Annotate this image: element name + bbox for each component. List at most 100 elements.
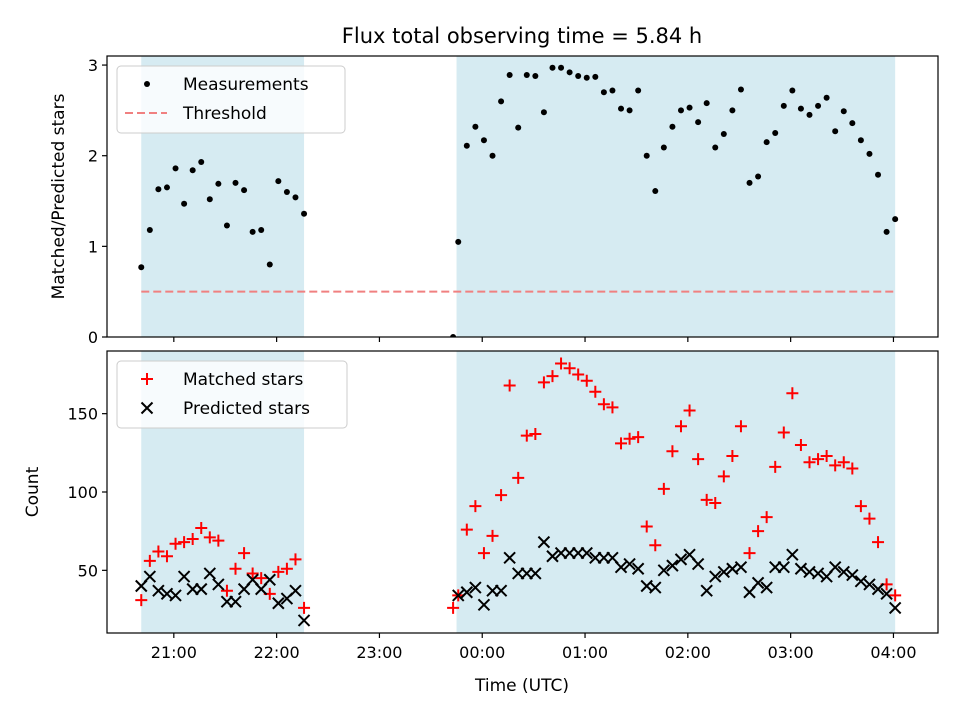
y-axis-label: Count	[23, 466, 43, 517]
matched-star-point	[143, 554, 156, 567]
matched-star-point	[503, 379, 516, 392]
matched-star-point	[837, 456, 850, 469]
predicted-star-point	[888, 601, 902, 615]
predicted-star-point	[177, 570, 191, 583]
predicted-star-point	[537, 535, 551, 549]
matched-star-point	[529, 428, 542, 441]
bottom-panel: 50 100 150 21:00 22:00 23:00 00:00 01:00 02:00 03…	[23, 350, 939, 662]
matched-star-point	[272, 565, 285, 578]
measurement-point	[498, 98, 505, 105]
measurement-point	[669, 123, 676, 130]
predicted-star-point	[263, 573, 276, 586]
measurement-point	[618, 105, 625, 112]
measurement-point	[301, 210, 308, 217]
matched-star-point	[477, 547, 490, 560]
predicted-star-point	[546, 550, 559, 563]
predicted-star-point	[623, 557, 636, 571]
matched-star-point	[786, 387, 799, 400]
predicted-star-point	[871, 582, 885, 596]
predicted-star-point	[717, 565, 731, 579]
matched-star-point	[632, 431, 645, 444]
matched-star-point	[769, 460, 782, 473]
predicted-star-point	[460, 586, 474, 599]
measurement-point	[600, 89, 607, 96]
matched-star-point	[846, 462, 859, 475]
x-tick-label: 23:00	[356, 643, 402, 662]
measurement-point	[515, 124, 522, 131]
measurement-point	[215, 180, 222, 187]
x-tick-label: 22:00	[254, 643, 300, 662]
measurement-point	[292, 194, 299, 201]
measurement-point	[532, 72, 539, 79]
y-axis-label: Matched/Predicted stars	[49, 93, 69, 299]
matched-star-point	[812, 453, 825, 466]
measurement-point	[455, 238, 462, 245]
predicted-star-point	[880, 587, 893, 601]
measurement-point	[523, 72, 530, 79]
measurement-point	[575, 72, 582, 79]
matched-star-point	[752, 525, 765, 538]
measurement-point	[189, 167, 196, 174]
measurement-point	[857, 137, 864, 144]
matched-star-point	[692, 453, 705, 466]
matched-star-point	[649, 539, 662, 552]
measurement-point	[463, 142, 470, 149]
matched-star-point	[512, 471, 525, 484]
predicted-star-point	[709, 570, 722, 583]
matched-star-point	[803, 456, 816, 469]
measurement-point	[275, 178, 282, 185]
matched-star-point	[666, 445, 679, 458]
predicted-star-point	[297, 614, 311, 627]
matched-star-point	[447, 601, 460, 614]
measurement-point	[686, 104, 693, 111]
measurement-point	[172, 165, 179, 172]
measurement-point	[480, 137, 487, 144]
matched-star-point	[486, 529, 499, 542]
predicted-star-point	[649, 581, 662, 594]
observing-interval-2	[456, 56, 896, 337]
measurement-point	[643, 152, 650, 159]
legend-box	[116, 65, 346, 134]
predicted-star-point	[691, 557, 705, 571]
measurement-point	[883, 228, 890, 235]
predicted-star-point	[854, 575, 868, 588]
legend-label: Measurements	[183, 75, 309, 95]
predicted-star-point	[751, 576, 765, 590]
measurement-point	[138, 264, 145, 271]
measurement-point	[549, 64, 556, 71]
measurement-point	[737, 86, 744, 93]
y-tick-label: 2	[88, 147, 98, 166]
measurement-point	[266, 261, 273, 268]
x-tick-label: 00:00	[459, 643, 505, 662]
matched-star-point	[289, 553, 302, 566]
legend-marker-predicted	[140, 401, 154, 415]
measurement-point	[472, 123, 479, 130]
measurement-point	[592, 73, 599, 80]
measurement-point	[746, 179, 753, 186]
measurement-point	[241, 187, 248, 194]
predicted-star-point	[229, 595, 242, 608]
measurement-point	[729, 107, 736, 114]
matched-star-point	[760, 511, 773, 524]
measurement-point	[450, 334, 457, 337]
matched-star-point	[889, 589, 902, 602]
measurement-point	[695, 119, 702, 126]
legend-box	[116, 360, 348, 429]
matched-star-point	[280, 562, 293, 575]
measurement-point	[823, 94, 830, 101]
predicted-star-point	[846, 568, 859, 582]
measurement-point	[206, 196, 213, 203]
matched-star-point	[743, 547, 756, 560]
measurement-point	[566, 69, 573, 76]
measurement-point	[840, 108, 847, 115]
y-tick-label: 3	[88, 56, 98, 75]
predicted-star-point	[700, 584, 713, 597]
predicted-star-point	[674, 553, 688, 566]
measurement-point	[489, 152, 496, 159]
predicted-star-point	[195, 582, 208, 596]
measurement-point	[677, 107, 684, 114]
matched-star-point	[572, 368, 585, 381]
measurement-point	[626, 107, 633, 114]
matched-star-point	[169, 537, 182, 550]
